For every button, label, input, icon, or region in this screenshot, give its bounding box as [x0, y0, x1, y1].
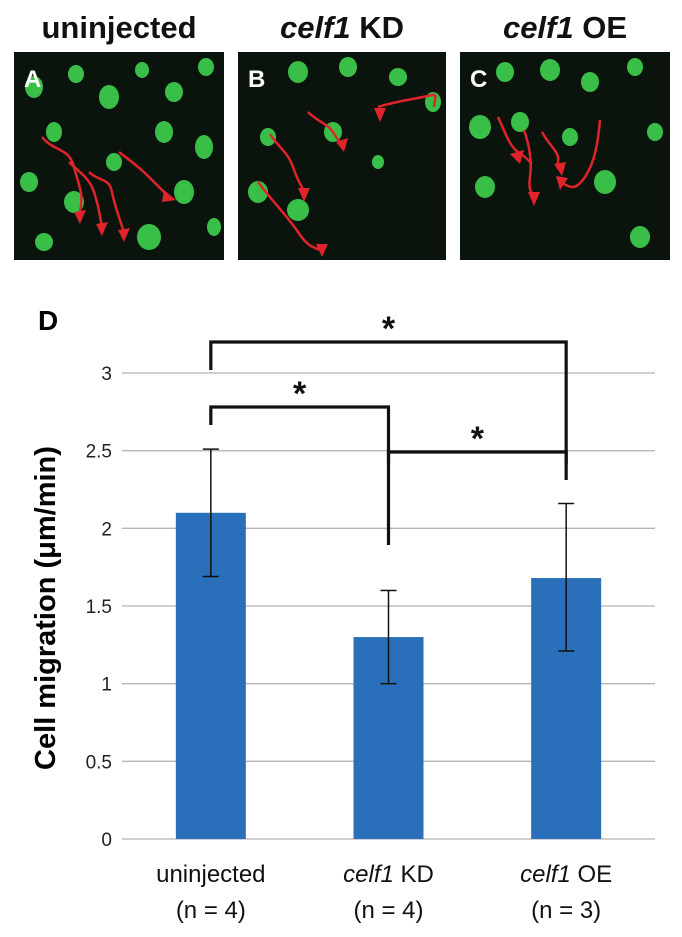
x-category-n: (n = 4) [176, 897, 246, 924]
panel-letter-c: C [470, 66, 488, 93]
migration-bar-chart: D 00.511.522.53 Cell migration (μm/min) … [30, 305, 655, 924]
y-axis-label: Cell migration (μm/min) [30, 446, 62, 770]
panel-letter-d: D [38, 305, 58, 336]
micrograph-c-image [469, 58, 663, 248]
y-tick-label: 2 [101, 519, 112, 540]
x-category-n: (n = 3) [531, 897, 601, 924]
x-category-label: uninjected [156, 861, 265, 888]
x-category-label: celf1 KD [343, 861, 434, 888]
x-category-italic: celf1 [343, 861, 394, 888]
error-bars [202, 448, 575, 685]
significance-star: * [382, 310, 396, 348]
panel-b-title: celf1 KD [279, 10, 405, 45]
y-tick-label: 0.5 [86, 752, 112, 773]
micrograph-b: B [238, 52, 446, 260]
y-tick-label: 3 [101, 364, 112, 385]
y-tick-label: 0 [101, 830, 112, 851]
panel-letter-a: A [24, 66, 42, 93]
significance-brackets: * * * [209, 310, 568, 545]
micrograph-a-image [20, 58, 221, 251]
y-tick-label: 2.5 [86, 442, 112, 463]
x-category-text: KD [394, 861, 434, 888]
panel-c-title: celf1 OE [502, 10, 628, 45]
x-category-text: OE [571, 861, 612, 888]
panel-letter-b: B [248, 66, 266, 93]
x-category-italic: celf1 [520, 861, 571, 888]
x-category-text: uninjected [156, 861, 265, 888]
micrograph-c: C [460, 52, 670, 260]
significance-bracket [386, 450, 568, 464]
y-tick-label: 1 [101, 675, 112, 696]
x-axis-categories: uninjected (n = 4) celf1 KD (n = 4) celf1 OE… [156, 861, 612, 924]
significance-bracket [209, 405, 391, 545]
x-category-label: celf1 OE [520, 861, 612, 888]
significance-star: * [471, 420, 485, 458]
panel-a-title: uninjected [41, 10, 197, 45]
micrograph-b-image [248, 57, 441, 257]
y-axis-ticks: 0 0.5 1 1.5 2 2.5 3 [86, 364, 112, 851]
x-category-n: (n = 4) [353, 897, 423, 924]
significance-star: * [293, 375, 307, 413]
micrograph-a: A [14, 52, 224, 260]
significance-bracket [209, 340, 568, 480]
y-tick-label: 1.5 [86, 597, 112, 618]
